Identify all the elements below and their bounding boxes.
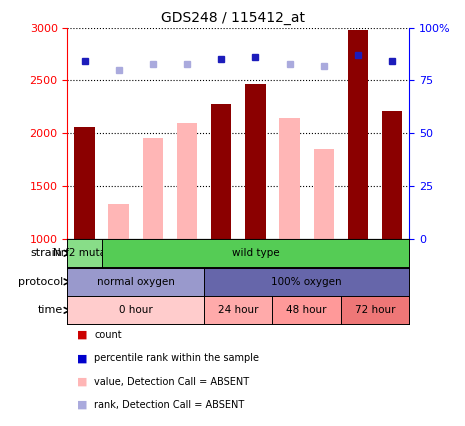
Text: time: time: [38, 305, 63, 315]
Text: value, Detection Call = ABSENT: value, Detection Call = ABSENT: [94, 377, 250, 387]
Bar: [348, 30, 368, 239]
Text: percentile rank within the sample: percentile rank within the sample: [94, 353, 259, 363]
Text: ■: ■: [77, 330, 87, 340]
Bar: [108, 204, 129, 239]
Bar: [382, 111, 402, 239]
Text: ■: ■: [77, 377, 87, 387]
Bar: [74, 127, 95, 239]
Text: rank, Detection Call = ABSENT: rank, Detection Call = ABSENT: [94, 400, 245, 410]
Text: 24 hour: 24 hour: [218, 305, 259, 315]
Bar: [177, 123, 197, 239]
Text: ■: ■: [77, 400, 87, 410]
Text: 48 hour: 48 hour: [286, 305, 327, 315]
Text: count: count: [94, 330, 122, 340]
Text: 72 hour: 72 hour: [355, 305, 395, 315]
Text: normal oxygen: normal oxygen: [97, 277, 175, 287]
Text: 0 hour: 0 hour: [119, 305, 153, 315]
Text: wild type: wild type: [232, 248, 279, 258]
Bar: [143, 138, 163, 239]
Text: protocol: protocol: [18, 277, 63, 287]
Bar: [211, 104, 232, 239]
Bar: [245, 83, 266, 239]
Bar: [279, 118, 300, 239]
Text: ■: ■: [77, 353, 87, 363]
Text: GDS248 / 115412_at: GDS248 / 115412_at: [160, 11, 305, 25]
Bar: [313, 149, 334, 239]
Text: 100% oxygen: 100% oxygen: [272, 277, 342, 287]
Text: strain: strain: [31, 248, 63, 258]
Text: Nrf2 mutant: Nrf2 mutant: [53, 248, 116, 258]
